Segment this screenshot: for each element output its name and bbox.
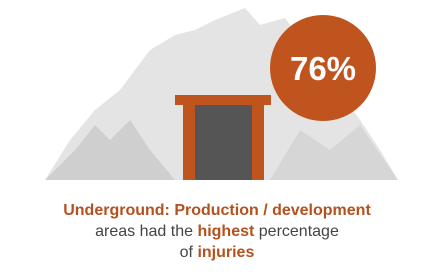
caption-emphasis: highest [197, 223, 254, 240]
illustration: 76% [0, 0, 434, 200]
tunnel-beam [175, 95, 271, 105]
caption-text: percentage [254, 223, 339, 240]
infographic: 76% Underground: Production / developmen… [0, 0, 434, 274]
caption-emphasis: Underground: Production / development [63, 202, 371, 219]
caption-text: of [180, 244, 198, 261]
caption-line: Underground: Production / development [0, 200, 434, 221]
caption-line: of injuries [0, 242, 434, 263]
tunnel-opening [195, 105, 252, 180]
caption: Underground: Production / development are… [0, 200, 434, 263]
stat-value: 76% [290, 50, 356, 87]
caption-emphasis: injuries [197, 244, 254, 261]
tunnel-post [183, 100, 195, 180]
caption-text: areas had the [95, 223, 197, 240]
tunnel-post [252, 100, 264, 180]
caption-line: areas had the highest percentage [0, 221, 434, 242]
